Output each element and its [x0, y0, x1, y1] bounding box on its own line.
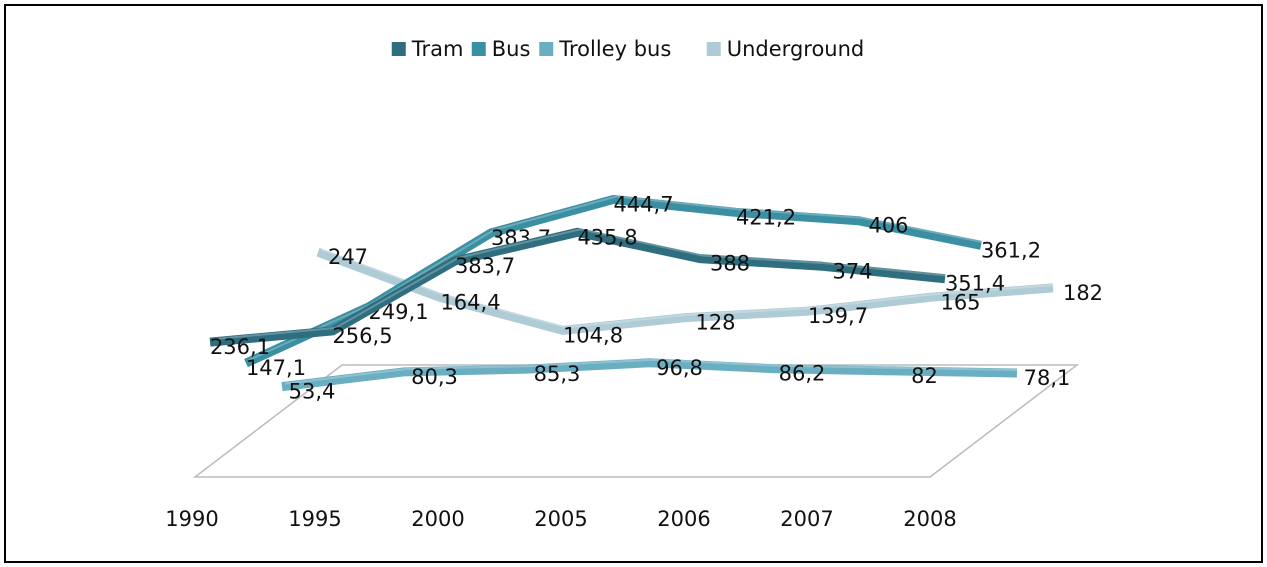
legend-label: Underground — [727, 37, 865, 61]
data-label: 164,4 — [440, 291, 500, 315]
legend-label: Tram — [411, 37, 464, 61]
data-label: 147,1 — [246, 356, 306, 380]
legend-swatch — [391, 42, 406, 56]
data-label: 53,4 — [289, 380, 336, 404]
data-label: 86,2 — [779, 362, 826, 386]
data-label: 406 — [868, 214, 908, 238]
series-line — [316, 247, 1054, 335]
x-tick-label: 2008 — [903, 507, 956, 531]
series-line — [209, 227, 946, 347]
legend-swatch — [539, 42, 554, 56]
data-label: 139,7 — [808, 304, 868, 328]
data-label: 361,2 — [981, 238, 1041, 262]
data-label: 256,5 — [332, 324, 392, 348]
data-label: 165 — [940, 290, 980, 314]
data-label: 128 — [695, 311, 735, 335]
data-label: 236,1 — [210, 335, 270, 359]
legend-label: Bus — [492, 37, 531, 61]
data-label: 351,4 — [945, 272, 1005, 296]
data-label: 435,8 — [577, 225, 637, 249]
legend-swatch — [471, 42, 486, 56]
x-tick-label: 2006 — [657, 507, 710, 531]
data-label: 85,3 — [534, 362, 581, 386]
series-line-top — [284, 358, 1021, 385]
series-line-top — [212, 228, 949, 341]
data-label: 444,7 — [613, 192, 673, 216]
legend: Tram Bus Trolley bus Underground — [391, 37, 865, 61]
x-tick-label: 1995 — [288, 507, 341, 531]
x-tick-label: 1990 — [165, 507, 218, 531]
data-label: 104,8 — [563, 323, 623, 347]
data-label: 374 — [832, 259, 872, 283]
series-line — [281, 358, 1018, 392]
data-label: 78,1 — [1024, 366, 1071, 390]
x-tick-label: 2007 — [780, 507, 833, 531]
x-tick-label: 2005 — [534, 507, 587, 531]
floor — [192, 364, 1080, 478]
data-label: 388 — [710, 252, 750, 276]
data-label: 421,2 — [736, 205, 796, 229]
legend-label: Trolley bus — [558, 37, 671, 61]
legend-swatch — [706, 42, 721, 56]
data-label: 82 — [911, 364, 938, 388]
data-label: 80,3 — [411, 365, 458, 389]
plot: 1990 1995 2000 2005 2006 2007 2008 247 164,4 104,… — [165, 192, 1103, 531]
series-line-top — [320, 248, 1057, 329]
data-label: 182 — [1063, 281, 1103, 305]
x-tick-label: 2000 — [411, 507, 464, 531]
data-label: 96,8 — [656, 356, 703, 380]
data-label: 383,7 — [455, 254, 515, 278]
data-label: 247 — [328, 245, 368, 269]
